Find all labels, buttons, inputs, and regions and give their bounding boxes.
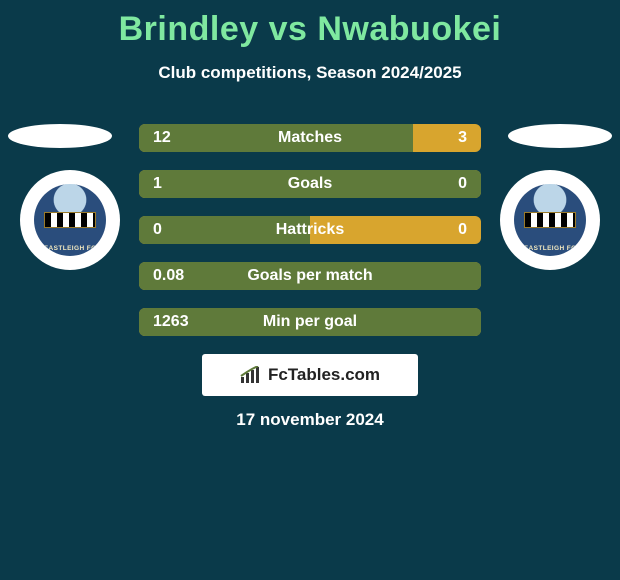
stat-label: Goals <box>139 175 481 193</box>
chart-icon <box>240 366 262 384</box>
stats-container: 12Matches31Goals00Hattricks00.08Goals pe… <box>139 124 481 336</box>
page-subtitle: Club competitions, Season 2024/2025 <box>0 63 620 83</box>
stat-label: Hattricks <box>139 221 481 239</box>
stat-row: 1Goals0 <box>139 170 481 198</box>
player-left-shadow <box>8 124 112 148</box>
club-badge-left <box>20 170 120 270</box>
stat-label: Goals per match <box>139 267 481 285</box>
page-title: Brindley vs Nwabuokei <box>0 0 620 49</box>
stat-right-value: 0 <box>458 175 467 193</box>
club-badge-right <box>500 170 600 270</box>
club-crest-icon <box>34 184 106 256</box>
stat-row: 0Hattricks0 <box>139 216 481 244</box>
stat-row: 1263Min per goal <box>139 308 481 336</box>
stat-label: Matches <box>139 129 481 147</box>
player-right-shadow <box>508 124 612 148</box>
brand-text: FcTables.com <box>268 365 380 385</box>
stat-label: Min per goal <box>139 313 481 331</box>
stat-right-value: 3 <box>458 129 467 147</box>
snapshot-date: 17 november 2024 <box>0 410 620 430</box>
stat-row: 12Matches3 <box>139 124 481 152</box>
stat-row: 0.08Goals per match <box>139 262 481 290</box>
club-crest-icon <box>514 184 586 256</box>
stat-right-value: 0 <box>458 221 467 239</box>
brand-box: FcTables.com <box>202 354 418 396</box>
